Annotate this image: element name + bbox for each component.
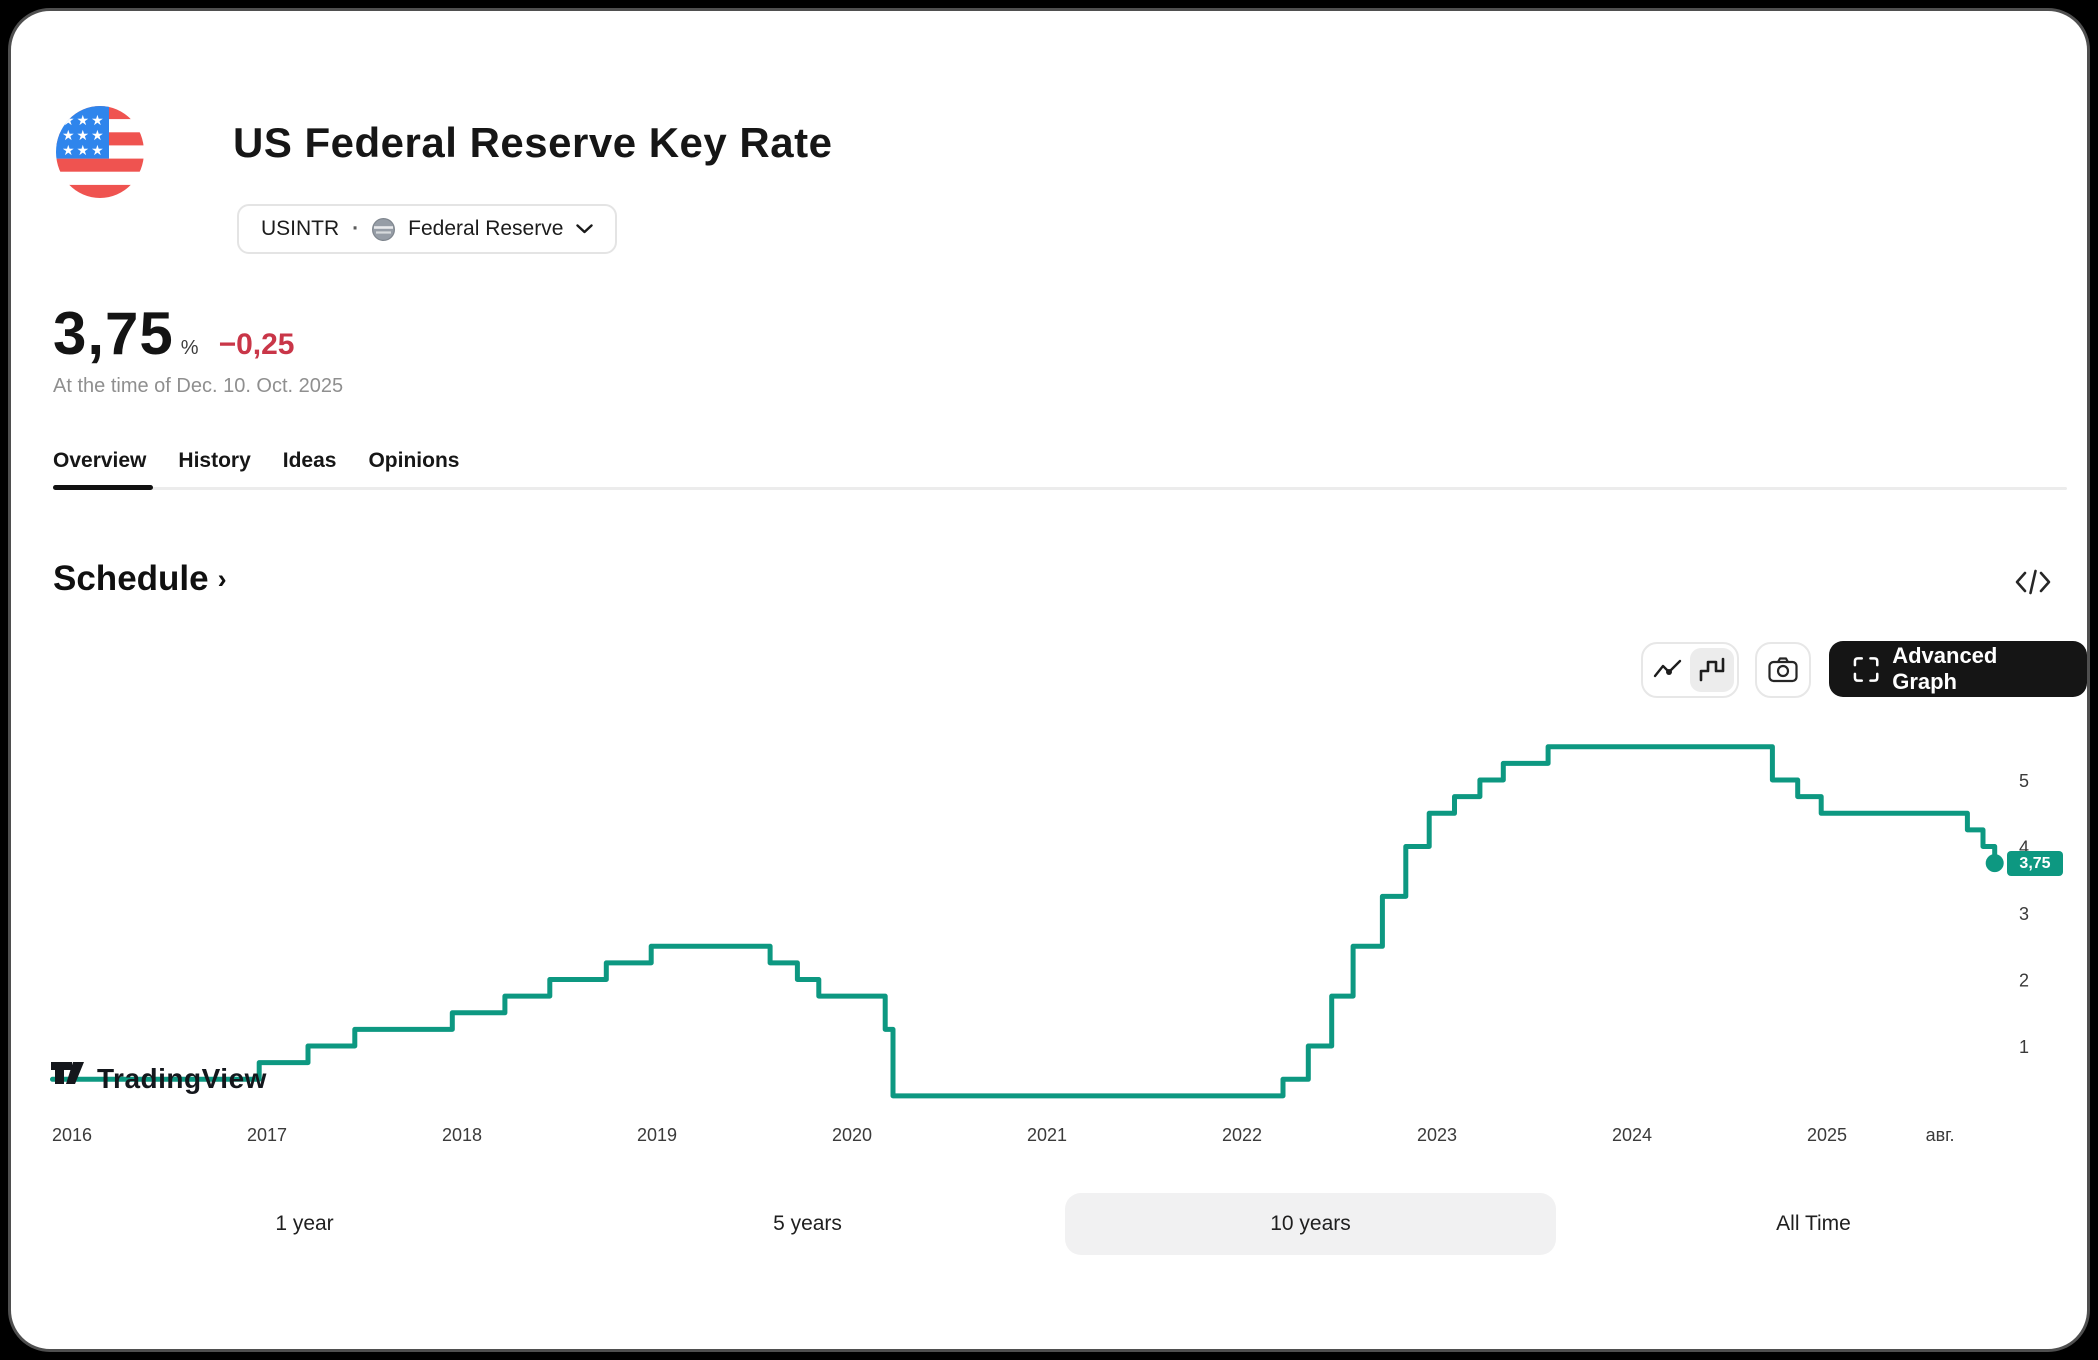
rate-value: 3,75: [53, 300, 174, 367]
x-axis-label: 2021: [1027, 1125, 1067, 1145]
y-axis-label: 3: [2019, 904, 2029, 924]
bank-globe-icon: [372, 217, 396, 241]
tab-history[interactable]: History: [178, 449, 251, 472]
x-axis-label: авг.: [1926, 1125, 1955, 1145]
x-axis-label: 2023: [1417, 1125, 1457, 1145]
y-axis-label: 5: [2019, 771, 2029, 791]
dot-separator: ·: [352, 217, 360, 240]
rate-change: −0,25: [218, 328, 295, 361]
range-button-5-years[interactable]: 5 years: [773, 1212, 842, 1235]
last-price-badge: 3,75: [2007, 851, 2063, 876]
x-axis-label: 2018: [442, 1125, 482, 1145]
schedule-label: Schedule: [53, 559, 209, 598]
advanced-graph-label: Advanced Graph: [1892, 643, 1998, 694]
tradingview-watermark-label: TradingView: [97, 1062, 267, 1094]
screenshot-button[interactable]: [1755, 642, 1811, 698]
page-card: ★★★ ★★★ ★★★ US Federal Reserve Key Rate …: [8, 8, 2090, 1352]
step-chart-icon: [1699, 657, 1725, 682]
tab-opinions[interactable]: Opinions: [368, 449, 460, 472]
fullscreen-icon: [1853, 656, 1879, 682]
tab-separator: [53, 487, 2067, 490]
rate-chart[interactable]: 1 2 3 4 5 2016 2017 2018 2019 2020 2021 2022 2023 202…: [11, 661, 2090, 1181]
as-of-text: At the time of Dec. 10. Oct. 2025: [53, 375, 344, 397]
x-axis-label: 2024: [1612, 1125, 1652, 1145]
step-chart-type-button[interactable]: [1690, 648, 1734, 692]
tab-overview[interactable]: Overview: [53, 449, 147, 472]
line-chart-icon: [1653, 659, 1682, 678]
us-flag-icon: ★★★ ★★★ ★★★: [56, 106, 144, 198]
y-axis-label: 2: [2019, 971, 2029, 991]
camera-icon: [1768, 657, 1798, 683]
tradingview-logo-icon: [51, 1062, 84, 1084]
chevron-down-icon: [576, 224, 594, 234]
tab-bar: Overview History Ideas Opinions: [53, 449, 459, 491]
advanced-graph-button[interactable]: Advanced Graph: [1829, 641, 2087, 697]
chart-type-toggle: [1641, 642, 1739, 698]
active-tab-underline: [53, 485, 153, 490]
range-button-1-year[interactable]: 1 year: [275, 1212, 334, 1235]
embed-code-icon[interactable]: [2013, 567, 2053, 597]
y-axis-label: 4: [2019, 838, 2029, 858]
last-point-dot: [1985, 854, 2004, 873]
symbol-selector[interactable]: USINTR · Federal Reserve: [237, 204, 618, 254]
range-selector: 1 year 5 years 10 years All Time: [59, 1193, 2059, 1255]
y-axis-label: 1: [2019, 1037, 2029, 1057]
tradingview-watermark[interactable]: TradingView: [51, 1062, 267, 1095]
x-axis-label: 2016: [52, 1125, 92, 1145]
svg-text:★★★: ★★★: [62, 142, 106, 158]
x-axis-label: 2017: [247, 1125, 287, 1145]
x-axis-label: 2022: [1222, 1125, 1262, 1145]
symbol-ticker: USINTR: [261, 217, 340, 240]
current-rate: 3,75 % −0,25: [53, 299, 295, 368]
svg-text:★★★: ★★★: [62, 112, 106, 128]
tab-ideas[interactable]: Ideas: [282, 449, 337, 472]
page-title: US Federal Reserve Key Rate: [233, 119, 833, 166]
percent-sign: %: [180, 337, 199, 359]
range-button-all-time[interactable]: All Time: [1776, 1212, 1851, 1235]
svg-text:★★★: ★★★: [62, 127, 106, 143]
chevron-right-icon: ›: [217, 564, 227, 594]
range-button-10-years[interactable]: 10 years: [1065, 1193, 1556, 1255]
x-axis-label: 2025: [1807, 1125, 1847, 1145]
rate-step-line: [50, 744, 1998, 1099]
source-name: Federal Reserve: [408, 217, 564, 240]
line-chart-type-button[interactable]: [1646, 648, 1690, 692]
x-axis-label: 2019: [637, 1125, 677, 1145]
section-title-schedule[interactable]: Schedule ›: [53, 559, 227, 599]
x-axis-label: 2020: [832, 1125, 872, 1145]
